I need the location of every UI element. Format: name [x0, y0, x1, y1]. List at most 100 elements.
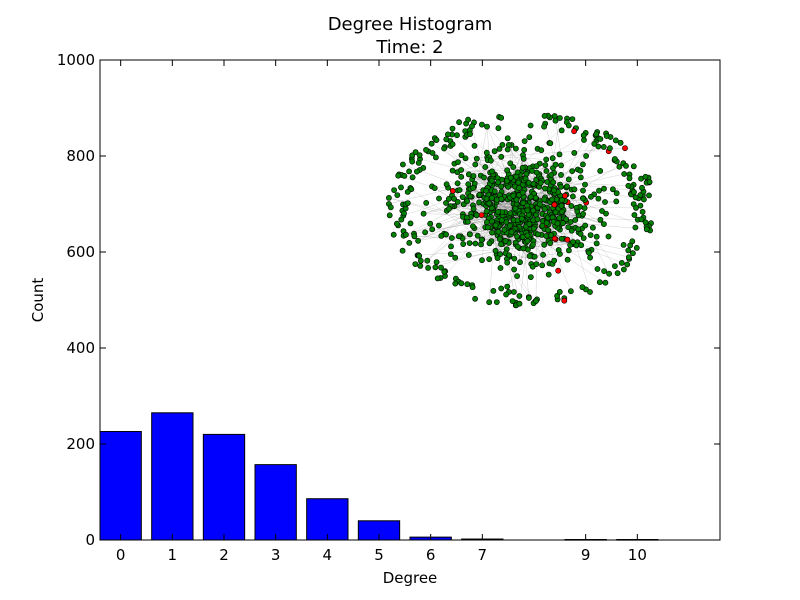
network-node: [498, 196, 505, 202]
network-node: [517, 259, 523, 266]
network-node: [580, 132, 587, 139]
network-node: [449, 167, 456, 174]
network-node: [552, 161, 559, 168]
network-node: [533, 298, 539, 304]
network-node: [541, 123, 547, 130]
network-node: [580, 161, 586, 168]
network-node: [504, 146, 511, 153]
network-node: [521, 138, 528, 144]
network-node: [631, 212, 638, 218]
network-node: [512, 205, 519, 212]
network-node: [508, 229, 515, 235]
network-edge: [541, 205, 572, 266]
network-node: [630, 163, 637, 170]
network-node: [536, 201, 543, 208]
network-node: [449, 125, 456, 132]
network-node: [580, 210, 586, 217]
network-node: [581, 205, 588, 211]
network-node: [473, 155, 480, 162]
network-node: [469, 284, 476, 291]
network-node: [472, 240, 479, 247]
network-node: [415, 159, 422, 166]
network-node-highlighted: [449, 187, 456, 194]
network-node: [465, 252, 472, 258]
network-node: [593, 131, 600, 138]
network-node: [525, 179, 532, 186]
network-node: [532, 194, 539, 201]
network-node: [406, 239, 413, 246]
network-node: [486, 256, 493, 263]
network-node: [591, 140, 598, 147]
network-node: [467, 131, 473, 137]
network-node: [621, 171, 628, 177]
network-node: [530, 207, 537, 214]
network-node: [541, 206, 548, 212]
network-node: [416, 152, 423, 158]
network-node: [614, 270, 621, 277]
network-node: [633, 204, 639, 211]
network-node: [642, 219, 649, 226]
network-node: [643, 226, 650, 233]
network-node: [398, 216, 405, 223]
network-node: [560, 220, 566, 227]
network-node: [452, 254, 459, 261]
network-node: [601, 268, 607, 274]
network-node: [637, 202, 644, 209]
network-node: [498, 241, 504, 248]
network-node: [603, 133, 610, 139]
network-node: [504, 135, 511, 142]
network-node: [469, 223, 476, 230]
network-node: [484, 123, 490, 130]
network-node: [549, 196, 556, 203]
network-edge: [566, 187, 610, 274]
network-node: [575, 226, 582, 233]
network-node: [557, 115, 563, 121]
network-node: [454, 180, 461, 187]
network-node: [558, 171, 564, 178]
network-node: [510, 164, 517, 170]
network-node: [458, 280, 465, 287]
y-axis-title: Count: [29, 278, 47, 323]
network-node: [464, 281, 471, 288]
network-node: [631, 189, 637, 195]
network-node: [423, 199, 430, 206]
network-node-highlighted: [478, 212, 485, 218]
network-node: [398, 184, 404, 191]
network-edge: [559, 205, 572, 255]
network-node: [511, 255, 518, 262]
network-node: [570, 193, 576, 200]
network-node: [506, 252, 513, 259]
bar-series: [99, 412, 659, 541]
network-node: [587, 232, 594, 238]
network-node: [574, 208, 581, 215]
network-node: [630, 250, 636, 257]
network-node: [612, 156, 618, 162]
network-node: [423, 146, 429, 153]
network-node: [565, 224, 572, 231]
network-node: [404, 200, 411, 206]
network-node: [511, 266, 517, 273]
network-node: [520, 245, 527, 252]
network-node-highlighted: [551, 201, 558, 208]
network-node: [448, 235, 455, 241]
network-node: [534, 216, 541, 223]
network-node: [501, 226, 508, 233]
network-node: [491, 148, 498, 155]
network-node: [472, 295, 478, 302]
network-node: [498, 183, 505, 190]
network-node: [569, 168, 576, 174]
network-node: [558, 127, 565, 134]
network-node: [539, 262, 546, 269]
network-node: [406, 168, 412, 175]
network-node: [620, 241, 627, 248]
network-node: [610, 186, 616, 193]
network-node: [487, 157, 494, 164]
network-node: [587, 289, 593, 295]
network-node: [447, 251, 454, 257]
x-tick-label: 6: [426, 546, 436, 564]
network-node: [432, 264, 439, 271]
network-node: [429, 150, 436, 156]
network-node: [605, 233, 612, 240]
network-node: [542, 185, 548, 192]
network-node: [618, 259, 625, 266]
